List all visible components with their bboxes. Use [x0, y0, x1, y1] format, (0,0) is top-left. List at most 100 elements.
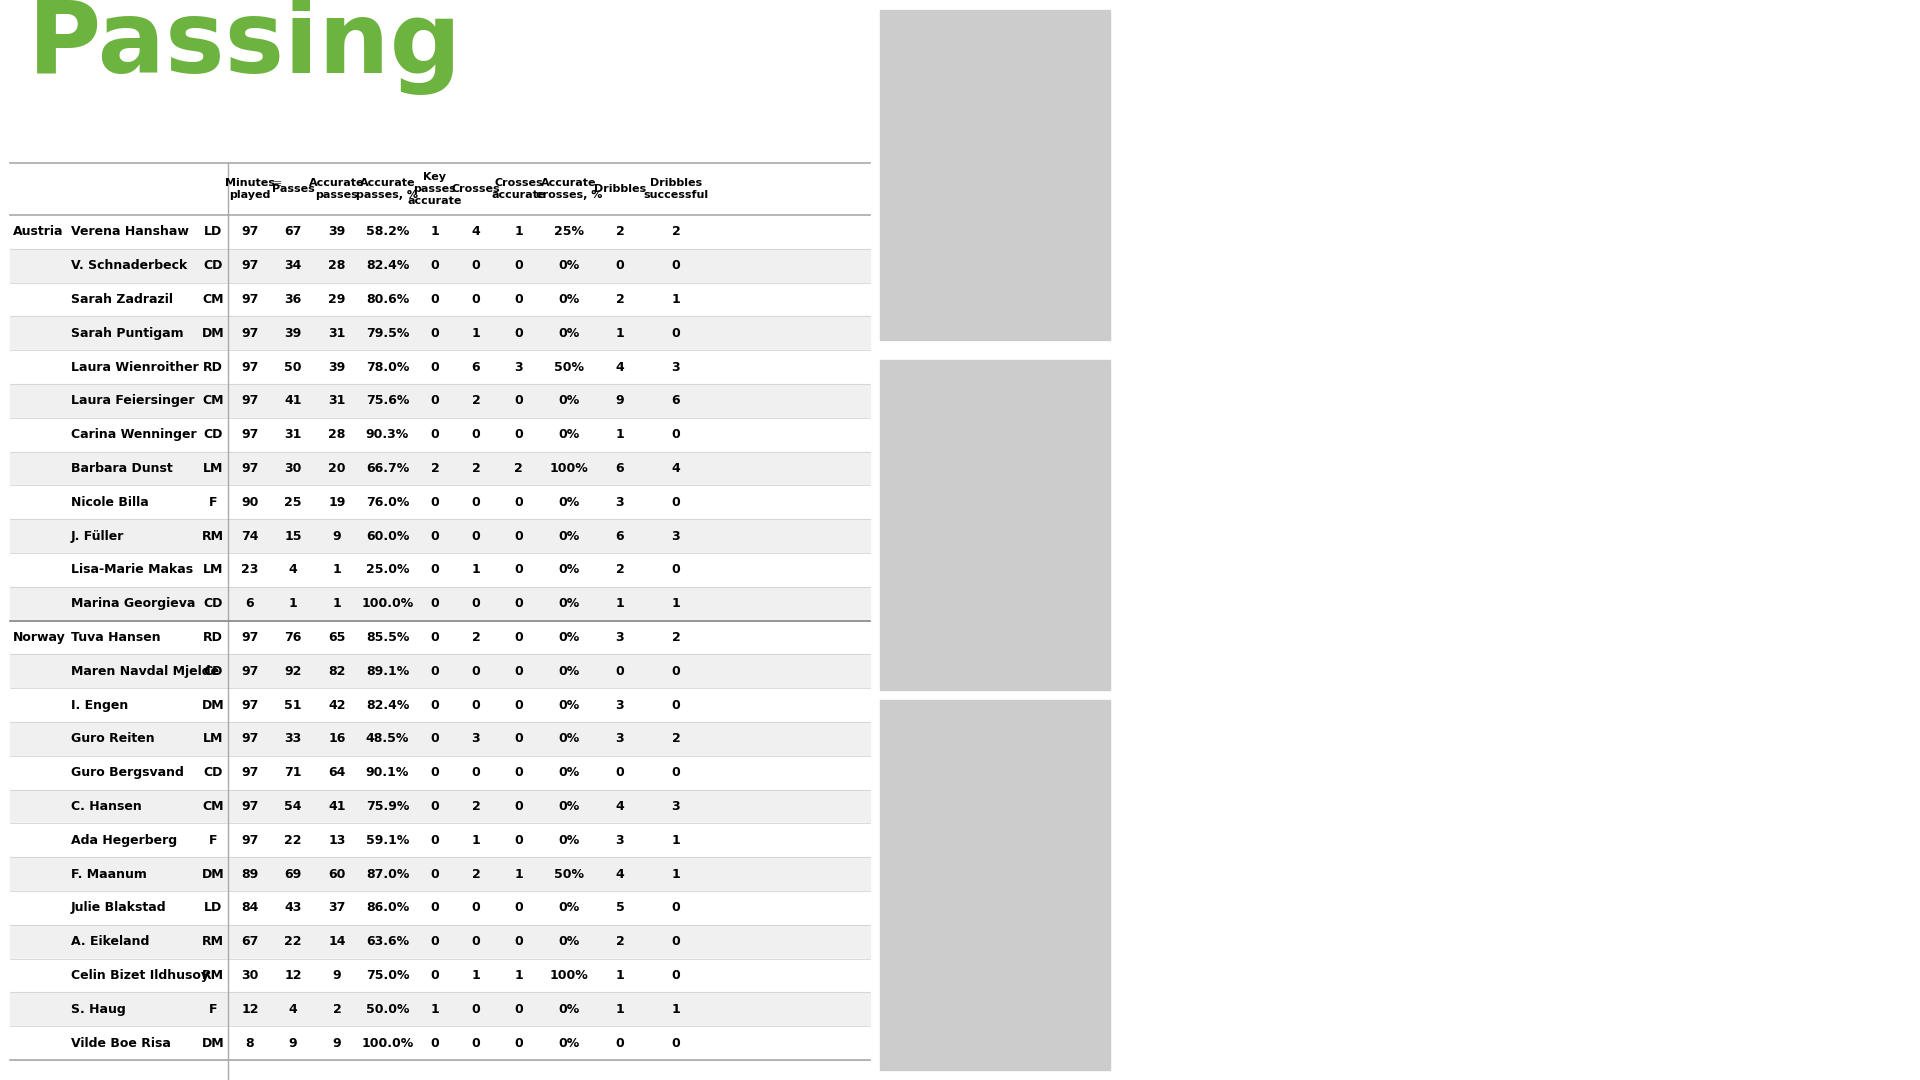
- Text: 0: 0: [430, 394, 440, 407]
- Text: 50.0%: 50.0%: [365, 1003, 409, 1016]
- Text: F. Maanum: F. Maanum: [71, 867, 146, 880]
- Text: 16: 16: [328, 732, 346, 745]
- Text: 1: 1: [472, 564, 480, 577]
- Text: 97: 97: [242, 428, 259, 442]
- Text: 100.0%: 100.0%: [361, 1037, 413, 1050]
- Text: 85.5%: 85.5%: [367, 631, 409, 644]
- Text: 97: 97: [242, 699, 259, 712]
- Text: 0: 0: [472, 766, 480, 779]
- Text: 6: 6: [472, 361, 480, 374]
- Text: S. Haug: S. Haug: [71, 1003, 125, 1016]
- Bar: [10, 1026, 870, 1059]
- Text: Guro Reiten: Guro Reiten: [71, 732, 156, 745]
- Text: Vilde Boe Risa: Vilde Boe Risa: [71, 1037, 171, 1050]
- Text: 0%: 0%: [559, 597, 580, 610]
- Bar: [10, 723, 870, 756]
- Text: 4: 4: [616, 867, 624, 880]
- Text: 60.0%: 60.0%: [367, 529, 409, 542]
- Text: 31: 31: [328, 327, 346, 340]
- Text: 97: 97: [242, 394, 259, 407]
- Text: 0: 0: [672, 564, 680, 577]
- Text: 0: 0: [672, 699, 680, 712]
- Text: RM: RM: [202, 529, 225, 542]
- Text: 0: 0: [430, 564, 440, 577]
- Text: 0: 0: [515, 428, 522, 442]
- Text: 0: 0: [472, 259, 480, 272]
- Text: CD: CD: [204, 766, 223, 779]
- Text: 0: 0: [472, 293, 480, 306]
- Text: 3: 3: [672, 800, 680, 813]
- Text: 2: 2: [472, 394, 480, 407]
- Text: 6: 6: [246, 597, 253, 610]
- Text: Dribbles: Dribbles: [593, 184, 645, 194]
- Text: 1: 1: [616, 327, 624, 340]
- Text: 0: 0: [515, 631, 522, 644]
- Text: 6: 6: [616, 529, 624, 542]
- Text: 100%: 100%: [549, 969, 588, 982]
- Text: 2: 2: [472, 631, 480, 644]
- Text: 2: 2: [616, 293, 624, 306]
- Text: 0%: 0%: [559, 665, 580, 678]
- Text: 5: 5: [616, 902, 624, 915]
- Text: Accurate
passes: Accurate passes: [309, 178, 365, 200]
- Text: 25%: 25%: [555, 226, 584, 239]
- Text: Norway: Norway: [13, 631, 65, 644]
- Text: 25.0%: 25.0%: [365, 564, 409, 577]
- Text: 0: 0: [472, 665, 480, 678]
- Text: 3: 3: [616, 496, 624, 509]
- Text: 54: 54: [284, 800, 301, 813]
- Text: 3: 3: [472, 732, 480, 745]
- Text: 75.6%: 75.6%: [367, 394, 409, 407]
- Text: LM: LM: [204, 732, 223, 745]
- Text: CD: CD: [204, 259, 223, 272]
- Text: 0: 0: [472, 428, 480, 442]
- Text: 0: 0: [430, 496, 440, 509]
- Text: 0: 0: [672, 969, 680, 982]
- Text: 1: 1: [515, 226, 522, 239]
- Text: 0: 0: [430, 665, 440, 678]
- Text: ≡: ≡: [273, 179, 282, 189]
- Text: 0: 0: [430, 529, 440, 542]
- Text: 0: 0: [672, 665, 680, 678]
- Text: 2: 2: [515, 462, 522, 475]
- Text: Minutes
played: Minutes played: [225, 178, 275, 200]
- Text: CD: CD: [204, 597, 223, 610]
- Text: A. Eikeland: A. Eikeland: [71, 935, 150, 948]
- Text: DM: DM: [202, 327, 225, 340]
- Text: 0: 0: [672, 1037, 680, 1050]
- Text: Maren Navdal Mjelde: Maren Navdal Mjelde: [71, 665, 219, 678]
- Text: 65: 65: [328, 631, 346, 644]
- Text: Julie Blakstad: Julie Blakstad: [71, 902, 167, 915]
- Text: LM: LM: [204, 462, 223, 475]
- Text: 0: 0: [672, 327, 680, 340]
- Text: 1: 1: [616, 1003, 624, 1016]
- Text: Nicole Billa: Nicole Billa: [71, 496, 148, 509]
- Text: 97: 97: [242, 665, 259, 678]
- Text: 0: 0: [515, 597, 522, 610]
- Text: Marina Georgieva: Marina Georgieva: [71, 597, 196, 610]
- Text: 41: 41: [284, 394, 301, 407]
- Text: 3: 3: [616, 699, 624, 712]
- Text: 0%: 0%: [559, 699, 580, 712]
- Text: 0: 0: [616, 1037, 624, 1050]
- Text: Laura Feiersinger: Laura Feiersinger: [71, 394, 194, 407]
- Text: V. Schnaderbeck: V. Schnaderbeck: [71, 259, 188, 272]
- Text: Laura Wienroither: Laura Wienroither: [71, 361, 200, 374]
- Text: 20: 20: [328, 462, 346, 475]
- Text: 4: 4: [288, 1003, 298, 1016]
- Text: 29: 29: [328, 293, 346, 306]
- Text: 4: 4: [672, 462, 680, 475]
- Text: 82: 82: [328, 665, 346, 678]
- Text: 0: 0: [672, 902, 680, 915]
- Text: 0: 0: [472, 496, 480, 509]
- Text: 23: 23: [242, 564, 259, 577]
- Text: 0: 0: [472, 597, 480, 610]
- Text: 30: 30: [284, 462, 301, 475]
- Text: 1: 1: [472, 969, 480, 982]
- Text: Crosses: Crosses: [451, 184, 501, 194]
- Text: 0: 0: [672, 766, 680, 779]
- Text: 34: 34: [284, 259, 301, 272]
- Text: DM: DM: [202, 699, 225, 712]
- Text: 1: 1: [332, 564, 342, 577]
- Text: 1: 1: [672, 1003, 680, 1016]
